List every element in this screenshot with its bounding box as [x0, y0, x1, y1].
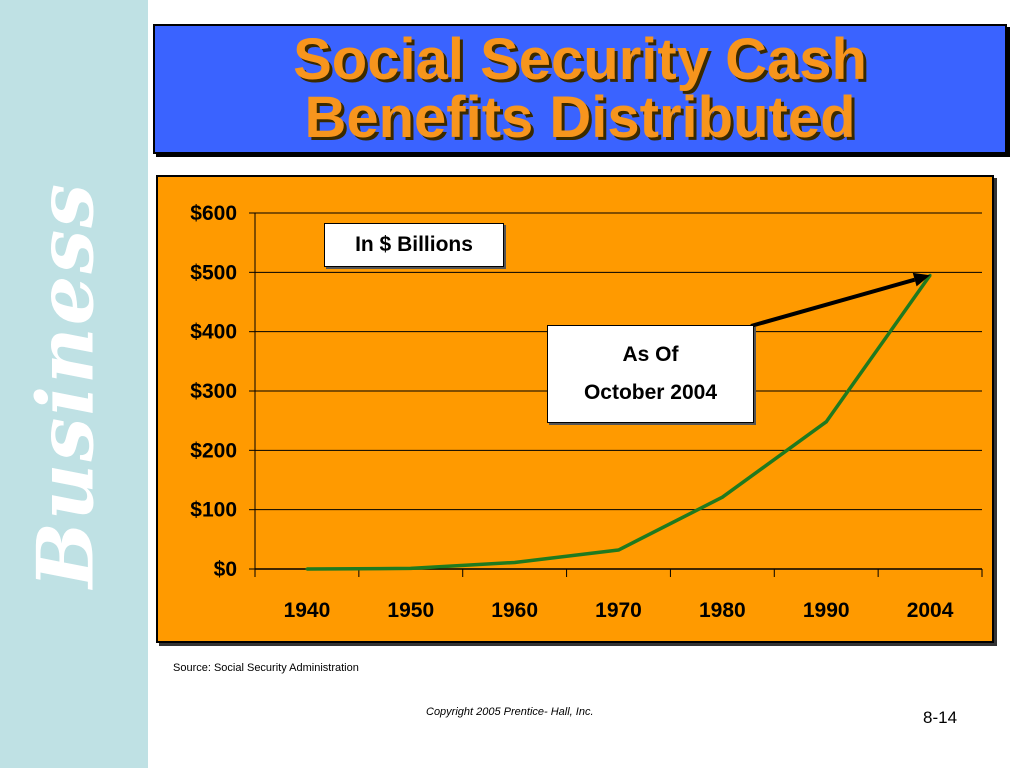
y-tick-label: $600: [190, 202, 237, 225]
as-of-line-2: October 2004: [583, 381, 718, 404]
x-tick-label: 1990: [803, 599, 850, 622]
y-tick-label: $0: [214, 558, 237, 581]
as-of-callout: As Of October 2004: [547, 325, 754, 423]
sidebar-watermark: Business: [20, 181, 112, 589]
page-number: 8-14: [923, 708, 958, 727]
y-tick-label: $300: [190, 380, 237, 403]
y-tick-label: $500: [190, 261, 237, 284]
x-tick-label: 1950: [387, 599, 434, 622]
title-line-1: Social Security Cash: [293, 27, 867, 92]
title-line-2: Benefits Distributed: [304, 85, 856, 150]
copyright-note: Copyright 2005 Prentice- Hall, Inc.: [426, 706, 594, 718]
data-point: [824, 420, 828, 424]
sidebar: Business: [0, 0, 148, 768]
y-tick-label: $200: [190, 439, 237, 462]
data-point: [513, 560, 517, 564]
units-label: In $ Billions: [324, 223, 504, 267]
x-tick-label: 1980: [699, 599, 746, 622]
data-point: [720, 495, 724, 499]
callout-arrow-head: [912, 272, 931, 287]
data-point: [928, 273, 932, 277]
y-tick-label: $400: [190, 321, 237, 344]
y-tick-label: $100: [190, 499, 237, 522]
data-point: [617, 548, 620, 552]
source-note: Source: Social Security Administration: [173, 662, 359, 674]
data-point: [305, 567, 309, 571]
line-chart: $0 $100 $200 $300 $400 $500 $600 1940 1950 1960 19…: [190, 202, 983, 622]
x-tick-label: 1940: [284, 599, 331, 622]
x-tick-label: 1960: [491, 599, 538, 622]
chart-panel: $0 $100 $200 $300 $400 $500 $600 1940 1950 1960 19…: [156, 175, 994, 643]
as-of-line-1: As Of: [622, 343, 679, 366]
slide-title: Social Security Cash Benefits Distribute…: [153, 24, 1007, 154]
x-tick-label: 2004: [907, 599, 954, 622]
data-point: [409, 566, 413, 570]
x-tick-label: 1970: [595, 599, 642, 622]
callout-arrow-shaft: [750, 277, 916, 328]
